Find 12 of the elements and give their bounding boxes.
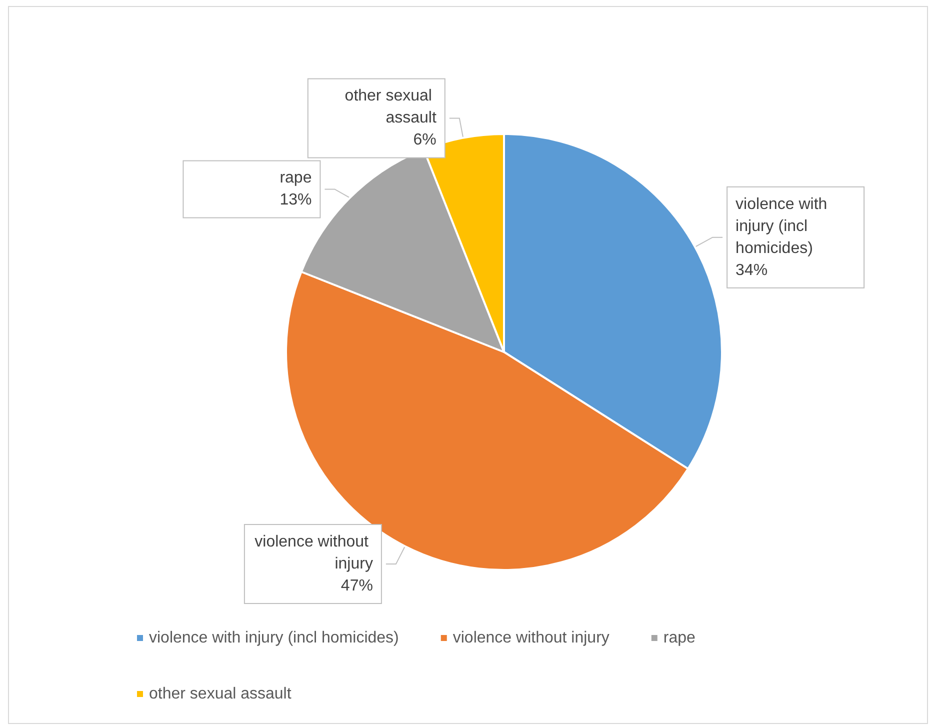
legend-label: rape (663, 630, 696, 646)
slice-label: rape (280, 170, 312, 187)
data-label: 34% (736, 262, 768, 279)
slice-label: violence with injury (incl homicides) (736, 196, 832, 257)
slice-label: other sexual assault (344, 88, 437, 127)
slice-label: violence without injury (254, 534, 373, 573)
legend-label: violence without injury (452, 630, 610, 646)
legend-label: violence with injury (incl homicides) (149, 630, 399, 646)
data-label: 47% (340, 578, 373, 595)
data-label: 6% (413, 132, 436, 149)
legend-label: other sexual assault (149, 686, 292, 702)
data-label: 13% (280, 192, 312, 209)
